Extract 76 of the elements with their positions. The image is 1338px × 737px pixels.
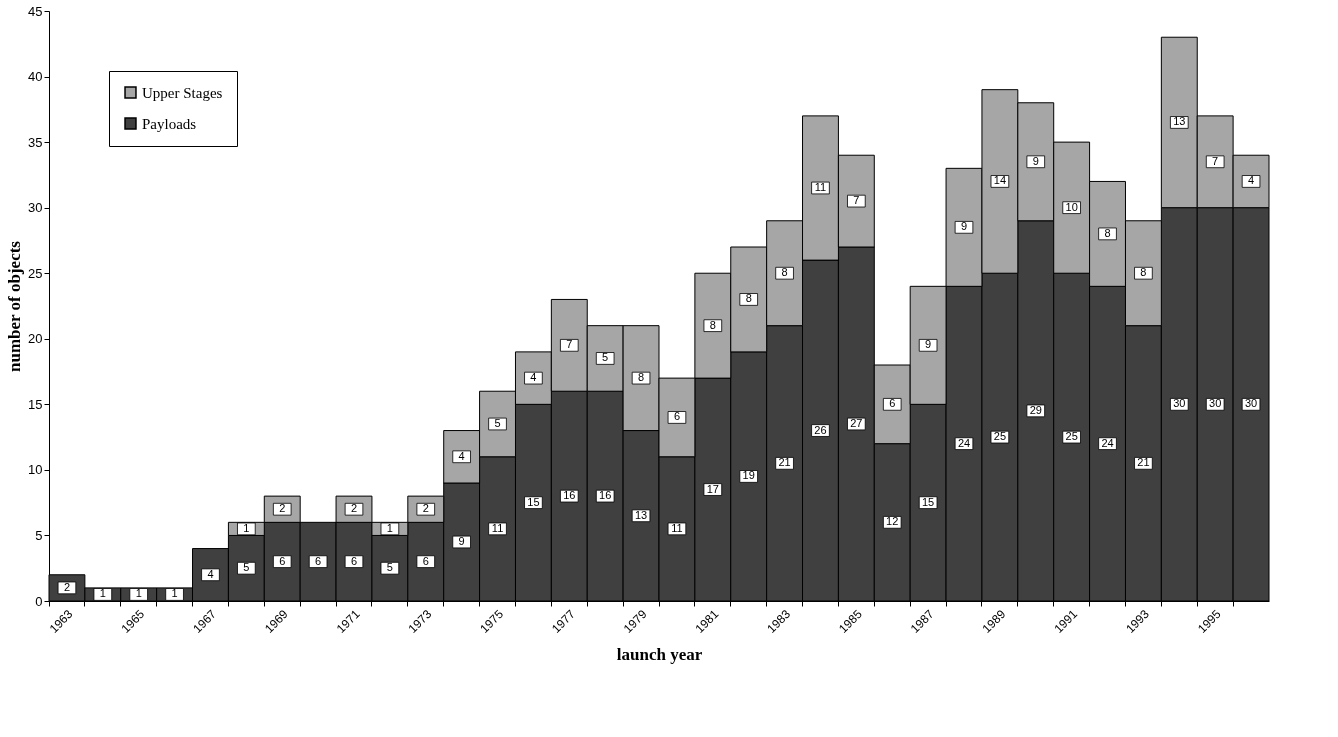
data-label: 11 xyxy=(671,521,683,534)
data-label: 7 xyxy=(853,194,860,207)
data-label: 8 xyxy=(1140,266,1147,279)
data-label: 6 xyxy=(422,554,429,567)
data-label: 2 xyxy=(63,580,70,593)
data-label: 6 xyxy=(889,397,896,410)
data-label: 10 xyxy=(1065,200,1078,213)
data-label: 13 xyxy=(634,508,648,521)
data-label: 11 xyxy=(814,181,827,193)
data-label: 5 xyxy=(494,417,501,429)
y-tick-label: 35 xyxy=(28,134,43,150)
data-label: 1 xyxy=(99,587,106,600)
data-label: 5 xyxy=(386,561,393,574)
y-axis-title: number of objects xyxy=(5,240,25,372)
data-label: 7 xyxy=(1212,154,1219,167)
data-label: 25 xyxy=(993,430,1007,443)
y-tick-label: 30 xyxy=(28,200,43,216)
data-label: 16 xyxy=(599,489,612,502)
data-label: 6 xyxy=(315,554,322,567)
data-label: 1 xyxy=(243,521,250,534)
data-label: 5 xyxy=(602,351,609,364)
data-label: 9 xyxy=(458,535,465,547)
data-label: 4 xyxy=(458,449,465,462)
data-label: 6 xyxy=(350,554,358,567)
data-label: 24 xyxy=(1101,436,1114,449)
data-label: 21 xyxy=(778,456,791,469)
data-label: 4 xyxy=(530,371,537,384)
data-label: 19 xyxy=(742,469,755,482)
y-tick-label: 0 xyxy=(35,593,43,609)
data-label: 1 xyxy=(386,521,393,534)
data-label: 29 xyxy=(1029,403,1042,416)
y-tick-label: 15 xyxy=(28,396,43,412)
data-label: 13 xyxy=(1173,115,1186,128)
legend-label: Upper Stages xyxy=(142,84,223,101)
y-tick-label: 25 xyxy=(28,265,43,281)
y-tick-label: 40 xyxy=(28,69,43,85)
data-label: 16 xyxy=(563,489,576,502)
data-label: 7 xyxy=(566,338,573,351)
y-tick-label: 45 xyxy=(28,3,43,19)
data-label: 2 xyxy=(279,502,286,515)
data-label: 4 xyxy=(207,567,214,580)
x-axis-title: launch year xyxy=(616,645,703,665)
legend-label: Payloads xyxy=(142,115,197,132)
data-label: 12 xyxy=(886,515,899,528)
data-label: 21 xyxy=(1137,456,1150,469)
y-tick-label: 10 xyxy=(28,462,43,478)
data-label: 9 xyxy=(960,220,968,233)
data-label: 15 xyxy=(921,495,935,508)
data-label: 9 xyxy=(925,338,932,351)
data-label: 15 xyxy=(527,495,540,508)
y-tick-label: 5 xyxy=(35,527,43,543)
data-label: 27 xyxy=(850,417,863,429)
data-label: 6 xyxy=(279,554,286,567)
data-label: 8 xyxy=(781,266,788,279)
data-label: 30 xyxy=(1173,397,1186,410)
data-label: 2 xyxy=(350,502,358,515)
data-label: 14 xyxy=(993,174,1007,187)
data-label: 11 xyxy=(491,521,504,534)
data-label: 24 xyxy=(957,436,971,449)
y-tick-label: 20 xyxy=(28,331,43,347)
data-label: 4 xyxy=(1248,174,1255,187)
data-label: 1 xyxy=(171,587,178,600)
data-label: 8 xyxy=(745,292,752,305)
data-label: 30 xyxy=(1209,397,1222,410)
data-label: 30 xyxy=(1244,397,1258,410)
data-label: 2 xyxy=(422,502,429,515)
data-label: 8 xyxy=(709,318,716,331)
data-label: 1 xyxy=(135,587,142,600)
data-label: 8 xyxy=(638,371,645,384)
data-label: 9 xyxy=(1032,154,1039,167)
data-label: 8 xyxy=(1104,226,1111,239)
data-label: 5 xyxy=(243,561,250,574)
data-label: 26 xyxy=(814,423,827,436)
data-label: 17 xyxy=(706,482,719,495)
data-label: 25 xyxy=(1065,430,1078,443)
data-label: 6 xyxy=(673,410,680,423)
